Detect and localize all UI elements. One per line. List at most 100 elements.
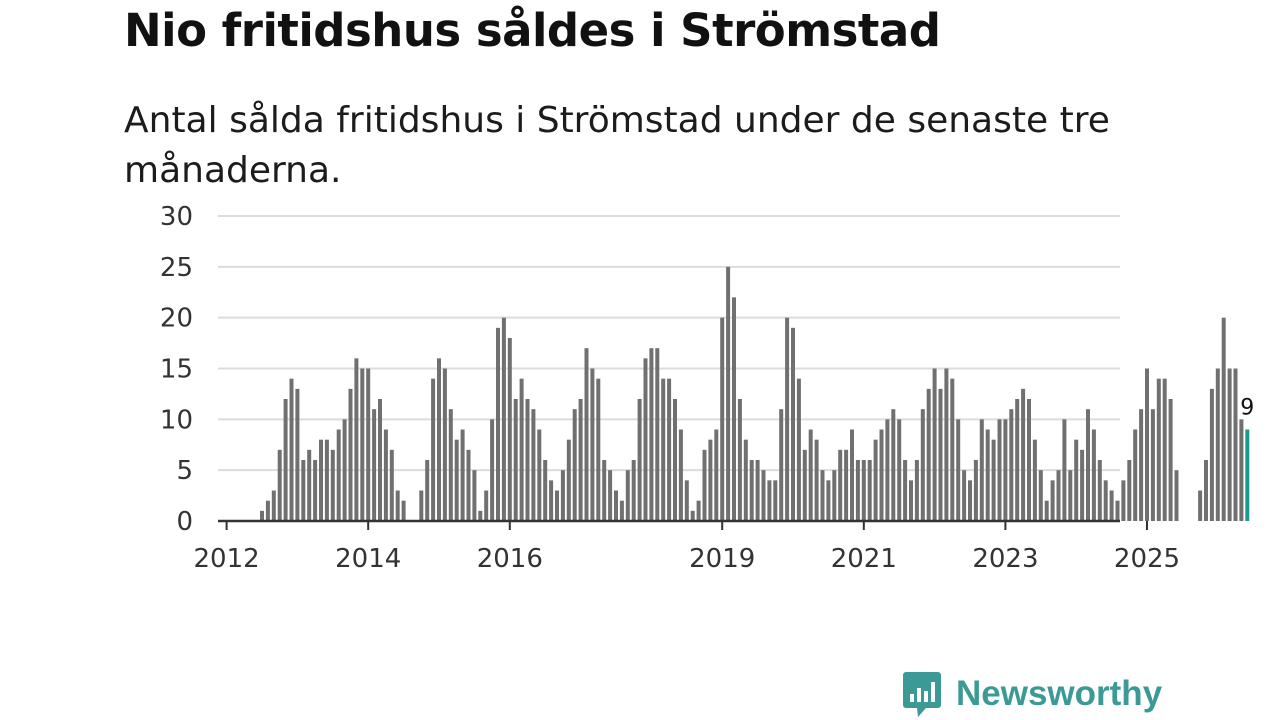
bar — [584, 348, 589, 521]
bar — [419, 490, 424, 521]
bar — [1221, 317, 1226, 521]
y-tick-label: 30 — [160, 202, 193, 232]
y-tick-label: 20 — [160, 304, 193, 334]
bar — [1027, 399, 1031, 521]
bar — [501, 317, 506, 521]
bar — [838, 449, 843, 521]
bar — [867, 460, 872, 521]
bar — [537, 429, 542, 521]
bar — [366, 368, 371, 521]
bar — [1103, 480, 1108, 521]
bar — [608, 470, 613, 521]
bar — [531, 409, 536, 521]
bar — [649, 348, 654, 521]
bar — [891, 409, 896, 521]
bar — [549, 480, 554, 521]
bar — [814, 439, 819, 521]
y-tick-label: 15 — [160, 355, 193, 385]
bar — [395, 490, 400, 521]
bar — [1097, 460, 1102, 521]
bar — [596, 378, 601, 521]
bar — [873, 439, 878, 521]
y-axis: 0 5 10 15 20 25 30 — [160, 202, 193, 537]
bar — [897, 419, 902, 521]
bar — [791, 327, 795, 521]
bar — [661, 378, 666, 521]
bar — [324, 439, 329, 521]
bar — [543, 460, 548, 521]
bar — [478, 510, 483, 521]
bar — [1068, 470, 1073, 521]
bar — [743, 439, 748, 521]
bar — [973, 460, 978, 521]
bar — [271, 490, 276, 521]
bar — [920, 409, 925, 521]
bar — [578, 399, 583, 521]
bar — [1080, 449, 1085, 521]
bar — [690, 510, 695, 521]
bar — [708, 439, 713, 521]
bar — [1139, 409, 1144, 521]
bar — [1233, 368, 1238, 521]
bar — [1227, 368, 1232, 521]
bar — [454, 439, 459, 521]
bar — [962, 470, 967, 521]
bar — [1239, 419, 1244, 521]
bar — [761, 470, 766, 521]
bar — [1156, 378, 1161, 521]
bar — [643, 358, 648, 521]
bar — [354, 358, 359, 521]
bar — [1209, 388, 1214, 521]
bar — [714, 429, 719, 521]
bar — [932, 368, 937, 521]
x-tick-label: 2023 — [972, 544, 1038, 574]
bar — [926, 388, 931, 521]
bar — [372, 409, 377, 521]
bar — [861, 460, 866, 521]
bar — [655, 348, 660, 521]
bar — [850, 429, 854, 521]
bar — [696, 500, 701, 521]
bar — [519, 378, 524, 521]
bar — [383, 429, 388, 521]
bar — [678, 429, 683, 521]
bar — [1127, 460, 1132, 521]
x-tick-label: 2012 — [194, 544, 260, 574]
y-tick-label: 5 — [176, 456, 193, 486]
bar — [484, 490, 489, 521]
brand-name: Newsworthy — [956, 674, 1163, 713]
bar — [389, 449, 394, 521]
bar — [378, 399, 382, 521]
bar — [673, 399, 677, 521]
bar — [956, 419, 961, 521]
bar — [702, 449, 707, 521]
bar — [1198, 490, 1203, 521]
bar — [265, 500, 270, 521]
bar — [637, 399, 642, 521]
bar — [796, 378, 801, 521]
x-tick-label: 2021 — [831, 544, 897, 574]
x-axis: 2012 2014 2016 2019 2021 2023 2025 — [194, 521, 1180, 574]
bar — [1050, 480, 1055, 521]
bar — [555, 490, 559, 521]
bar — [909, 480, 913, 521]
bar — [938, 388, 943, 521]
bar — [625, 470, 630, 521]
bar — [914, 460, 919, 521]
x-tick-label: 2019 — [689, 544, 755, 574]
bar — [513, 399, 518, 521]
bar — [590, 368, 595, 521]
y-tick-label: 10 — [160, 405, 193, 435]
bar — [1150, 409, 1155, 521]
bar — [1062, 419, 1067, 521]
bar — [425, 460, 430, 521]
bar — [283, 399, 288, 521]
bar — [614, 490, 618, 521]
bar — [330, 449, 335, 521]
y-tick-label: 0 — [176, 507, 193, 537]
bar — [826, 480, 831, 521]
bar — [466, 449, 471, 521]
bar — [968, 480, 972, 521]
bar — [885, 419, 890, 521]
bar — [944, 368, 949, 521]
